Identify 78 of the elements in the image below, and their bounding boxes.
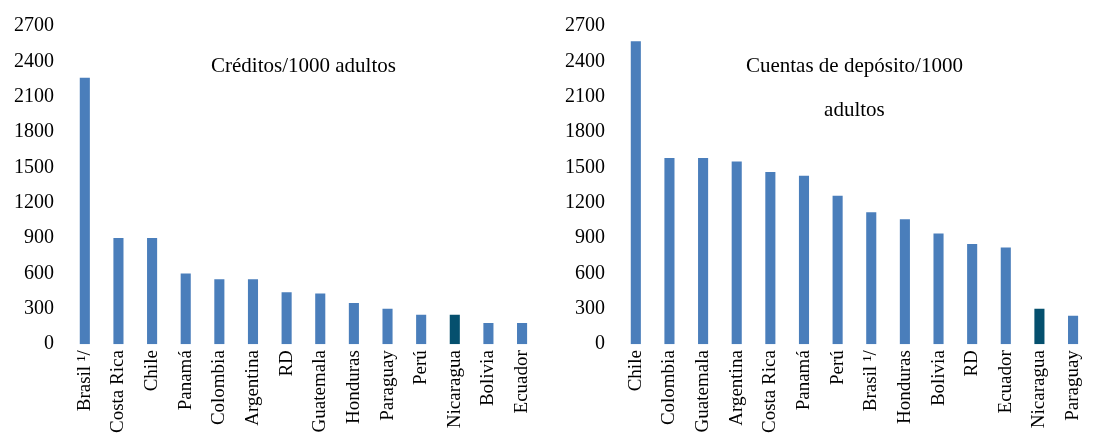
y-tick-label: 2100 xyxy=(14,83,54,106)
x-tick-label: RD xyxy=(274,350,296,377)
bar xyxy=(1068,315,1079,345)
y-tick-label: 900 xyxy=(24,225,54,248)
bar xyxy=(630,41,641,345)
x-tick-label: Brasil ¹/ xyxy=(72,349,94,412)
x-tick-label: Chile xyxy=(623,350,645,392)
y-tick-label: 2400 xyxy=(14,48,54,71)
x-tick-label: Guatemala xyxy=(691,349,713,433)
bar xyxy=(348,302,359,345)
bar xyxy=(798,175,810,345)
y-tick-label: 1500 xyxy=(14,154,54,177)
x-tick-label: RD xyxy=(960,350,982,377)
y-tick-label: 1800 xyxy=(565,119,605,142)
bar xyxy=(281,292,292,345)
x-tick-label: Bolivia xyxy=(476,349,498,407)
y-tick-label: 300 xyxy=(24,296,54,319)
bar xyxy=(517,322,528,345)
x-tick-label: Paraguay xyxy=(375,349,397,421)
bar xyxy=(483,322,494,345)
x-tick-label: Costa Rica xyxy=(106,349,128,434)
x-tick-label: Ecuador xyxy=(510,349,532,414)
x-tick-label: Chile xyxy=(140,350,162,392)
bar xyxy=(866,212,877,345)
text: Cuentas de depósito/1000 adultos xyxy=(745,52,963,121)
x-tick-label: Panamá xyxy=(173,349,195,411)
x-tick-label: Honduras xyxy=(341,350,363,425)
x-tick-label: Nicaragua xyxy=(442,349,464,429)
y-tick-label: 2700 xyxy=(565,13,605,36)
y-tick-label: 900 xyxy=(575,225,605,248)
y-tick-label: 1200 xyxy=(14,190,54,212)
x-tick-label: Bolivia xyxy=(926,349,948,407)
y-tick-label: 2400 xyxy=(565,48,605,71)
y-tick-label: 1500 xyxy=(565,154,605,177)
bar xyxy=(382,308,393,345)
bar xyxy=(933,233,944,345)
y-tick-label: 1800 xyxy=(14,119,54,142)
x-tick-label: Colombia xyxy=(207,349,229,426)
x-tick-label: Paraguay xyxy=(1061,349,1083,421)
x-tick-label: Argentina xyxy=(240,349,262,426)
bar xyxy=(180,273,191,345)
x-tick-label: Perú xyxy=(825,349,847,385)
bar xyxy=(214,279,225,345)
y-tick-label: 0 xyxy=(44,331,54,354)
bar xyxy=(731,161,742,345)
bar xyxy=(664,157,675,345)
text: Créditos/1000 adultos xyxy=(210,52,396,77)
x-tick-label: Costa Rica xyxy=(758,349,780,434)
bar xyxy=(315,293,326,345)
y-tick-label: 600 xyxy=(24,260,54,283)
bar xyxy=(113,238,124,345)
x-tick-label: Guatemala xyxy=(308,349,330,433)
bar xyxy=(147,238,158,345)
bar xyxy=(899,219,910,345)
y-tick-label: 300 xyxy=(575,296,605,319)
x-tick-label: Brasil ¹/ xyxy=(859,349,881,412)
bar xyxy=(79,77,90,345)
y-tick-label: 1200 xyxy=(565,190,605,212)
bar xyxy=(449,314,460,345)
y-tick-label: 600 xyxy=(575,260,605,283)
x-tick-label: Ecuador xyxy=(993,349,1015,414)
x-tick-label: Colombia xyxy=(657,349,679,426)
x-tick-label: Nicaragua xyxy=(1027,349,1049,429)
x-tick-label: Panamá xyxy=(791,349,813,411)
y-tick-label: 2100 xyxy=(565,83,605,106)
y-tick-label: 2700 xyxy=(14,13,54,36)
bar xyxy=(698,157,709,345)
bar xyxy=(1000,247,1011,345)
bar xyxy=(1034,308,1045,345)
x-tick-label: Argentina xyxy=(724,349,746,426)
bar xyxy=(832,195,843,345)
x-tick-label: Perú xyxy=(409,349,431,385)
y-tick-label: 0 xyxy=(595,331,605,354)
bar xyxy=(765,172,776,345)
bar xyxy=(416,314,427,345)
bar xyxy=(967,243,978,345)
bar xyxy=(247,279,259,345)
x-tick-label: Honduras xyxy=(892,350,914,425)
